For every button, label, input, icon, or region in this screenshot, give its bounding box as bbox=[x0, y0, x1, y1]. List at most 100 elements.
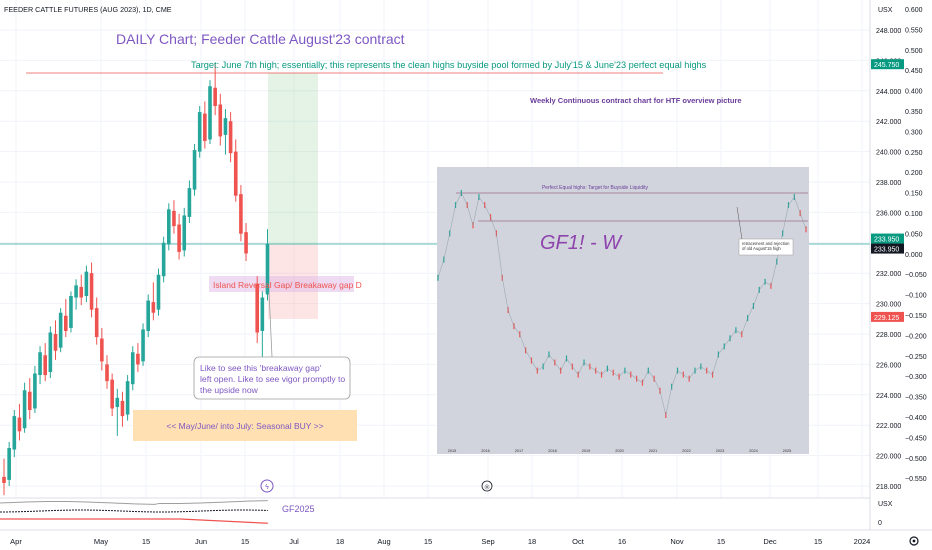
weekly-tick-label: 2023 bbox=[716, 449, 724, 453]
weekly-tick-label: 2019 bbox=[582, 449, 590, 453]
secondary-tick-label: −0.050 bbox=[905, 272, 927, 279]
price-tag bbox=[871, 59, 904, 70]
seasonal-text: << May/June/ into July: Seasonal BUY >> bbox=[166, 421, 323, 431]
retracement-note: retracement and rejection of old August'… bbox=[742, 241, 791, 251]
candle-body bbox=[239, 194, 243, 234]
candle-body bbox=[69, 296, 73, 328]
lightning-icon[interactable] bbox=[260, 479, 274, 493]
secondary-tick-label: −0.200 bbox=[905, 333, 927, 340]
weekly-series-label: GF1! - W bbox=[540, 232, 623, 254]
secondary-tick-label: −0.150 bbox=[905, 313, 927, 320]
candle-body bbox=[94, 308, 99, 338]
retracement-note-box bbox=[738, 238, 794, 256]
candle-body bbox=[48, 332, 53, 372]
price-tick-label: 248.000 bbox=[876, 28, 901, 35]
weekly-tick-label: 2015 bbox=[448, 449, 456, 453]
secondary-tick-label: 0.150 bbox=[905, 191, 923, 198]
price-tick-label: 238.000 bbox=[876, 180, 901, 187]
candle-body bbox=[233, 151, 238, 196]
time-tick-label: 15 bbox=[424, 537, 432, 546]
currency-label: USX bbox=[878, 7, 893, 14]
secondary-tick-label: 0.350 bbox=[905, 109, 923, 116]
secondary-tick-label: 0.250 bbox=[905, 150, 923, 157]
price-tick-label: 244.000 bbox=[876, 89, 901, 96]
retracement-note-line1: retracement and rejection bbox=[742, 241, 790, 246]
callout-line1: Like to see this 'breakaway gap' bbox=[200, 363, 322, 373]
price-tick-label: 218.000 bbox=[876, 484, 901, 491]
secondary-tick-label: 0.100 bbox=[905, 211, 923, 218]
candle-body bbox=[22, 390, 27, 429]
weekly-tick-label: 2021 bbox=[649, 449, 657, 453]
candle-body bbox=[27, 391, 32, 410]
secondary-tick-label: 0.050 bbox=[905, 231, 923, 238]
time-tick-label: Aug bbox=[377, 537, 390, 546]
price-tick-label: 226.000 bbox=[876, 362, 901, 369]
secondary-tick-label: 0.200 bbox=[905, 170, 923, 177]
price-tag-label: 229.125 bbox=[874, 315, 899, 322]
candle-body bbox=[84, 271, 89, 296]
candle-body bbox=[255, 283, 259, 333]
weekly-note: Weekly Continuous contract chart for HTF… bbox=[530, 96, 742, 105]
time-tick-label: Jul bbox=[289, 537, 299, 546]
secondary-tick-label: −0.550 bbox=[905, 476, 927, 483]
weekly-inset: Perfect Equal highs: Target for Buyside … bbox=[437, 167, 809, 454]
candle-body bbox=[208, 86, 212, 140]
candle-body bbox=[260, 297, 265, 331]
candle-body bbox=[115, 397, 120, 407]
candle-body bbox=[43, 355, 47, 376]
time-tick-label: 2024 bbox=[854, 537, 871, 546]
retracement-arrow bbox=[736, 206, 743, 240]
main-title: DAILY Chart; Feeder Cattle August'23 con… bbox=[116, 31, 405, 47]
equal-highs-note: Perfect Equal highs: Target for Buyside … bbox=[542, 185, 649, 191]
candle-body bbox=[33, 373, 37, 409]
candle-body bbox=[74, 285, 78, 298]
candle-body bbox=[172, 210, 176, 227]
price-tick-label: 236.000 bbox=[876, 210, 901, 217]
weekly-tick-label: 2024 bbox=[749, 449, 757, 453]
price-tick-label: 224.000 bbox=[876, 393, 901, 400]
weekly-line-series bbox=[437, 190, 807, 418]
candle-body bbox=[130, 352, 135, 385]
price-tick-label: 242.000 bbox=[876, 119, 901, 126]
candle-body bbox=[244, 232, 248, 254]
callout-pointer bbox=[268, 291, 273, 358]
target-note: Target: June 7th high; essentially; this… bbox=[191, 60, 707, 70]
candle-body bbox=[2, 476, 6, 483]
price-tick-label: 230.000 bbox=[876, 302, 901, 309]
secondary-tick-label: −0.100 bbox=[905, 293, 927, 300]
secondary-axis[interactable]: 0.600 0.550 0.500 0.450 0.400 0.350 0.300 0.250… bbox=[905, 7, 927, 483]
price-tag-label: 233.950 bbox=[874, 237, 899, 244]
secondary-tick-label: −0.500 bbox=[905, 456, 927, 463]
dividend-icon[interactable] bbox=[481, 480, 493, 492]
candle-body bbox=[79, 286, 84, 298]
secondary-tick-label: 0.450 bbox=[905, 68, 923, 75]
candle-body bbox=[53, 334, 58, 351]
candle-body bbox=[187, 188, 192, 217]
time-tick-label: Jun bbox=[195, 537, 207, 546]
secondary-tick-label: 0.550 bbox=[905, 27, 923, 34]
time-tick-label: Apr bbox=[10, 537, 22, 546]
settings-gear-icon[interactable] bbox=[909, 536, 919, 546]
price-axis[interactable]: 218.000 220.000 222.000 224.000 226.000 228.0… bbox=[871, 28, 904, 491]
candle-body bbox=[64, 315, 68, 331]
time-tick-label: Oct bbox=[572, 537, 585, 546]
weekly-tick-label: 2017 bbox=[515, 449, 523, 453]
indicator-line-gray bbox=[0, 500, 268, 505]
candlestick-series bbox=[2, 63, 270, 496]
candle-body bbox=[223, 118, 228, 135]
time-axis[interactable]: Apr May 15 Jun 15 Jul 18 Aug 15 Sep 18 Oct 16 Nov 15 De… bbox=[10, 537, 870, 546]
price-tag bbox=[871, 311, 904, 322]
indicator-line-black bbox=[0, 509, 268, 513]
price-tick-label: 222.000 bbox=[876, 423, 901, 430]
candle-body bbox=[192, 150, 197, 190]
candle-body bbox=[110, 379, 114, 409]
time-tick-label: 18 bbox=[336, 537, 344, 546]
candle-body bbox=[167, 209, 171, 245]
price-tick-label: 240.000 bbox=[876, 150, 901, 157]
seasonal-box bbox=[133, 410, 357, 441]
lightning-glyph: ϟ bbox=[265, 484, 269, 491]
pane-currency-label: USX bbox=[878, 501, 893, 508]
secondary-tick-label: 0.600 bbox=[905, 7, 923, 14]
time-tick-label: 18 bbox=[528, 537, 536, 546]
